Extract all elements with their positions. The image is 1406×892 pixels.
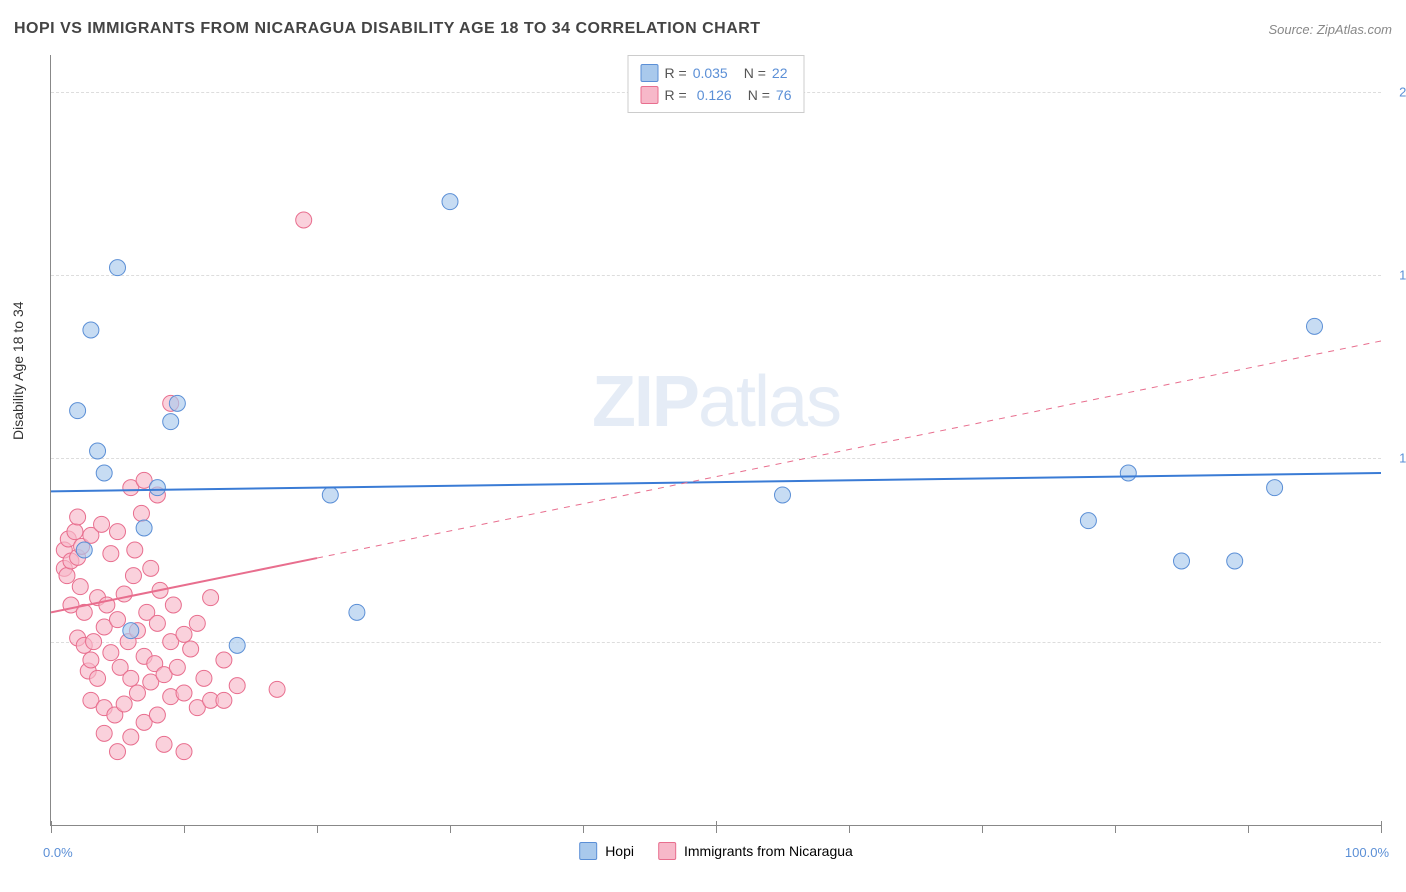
n-value-hopi: 22	[772, 62, 788, 84]
scatter-point	[59, 568, 75, 584]
scatter-point	[123, 670, 139, 686]
scatter-point	[125, 568, 141, 584]
chart-header: HOPI VS IMMIGRANTS FROM NICARAGUA DISABI…	[14, 20, 1392, 38]
legend-item-hopi: Hopi	[579, 842, 634, 860]
scatter-point	[1080, 513, 1096, 529]
scatter-point	[349, 604, 365, 620]
scatter-point	[133, 505, 149, 521]
r-value-nicaragua: 0.126	[697, 84, 732, 106]
legend-row-nicaragua: R = 0.126 N = 76	[641, 84, 792, 106]
scatter-point	[189, 615, 205, 631]
regression-line	[51, 558, 317, 612]
scatter-point	[72, 579, 88, 595]
scatter-point	[1120, 465, 1136, 481]
scatter-point	[176, 744, 192, 760]
scatter-point	[1307, 318, 1323, 334]
scatter-point	[163, 414, 179, 430]
scatter-point	[103, 546, 119, 562]
y-tick-label: 20.0%	[1399, 84, 1406, 99]
regression-line	[51, 473, 1381, 491]
swatch-nicaragua-bottom	[658, 842, 676, 860]
scatter-point	[123, 623, 139, 639]
scatter-point	[76, 542, 92, 558]
scatter-point	[149, 707, 165, 723]
scatter-point	[127, 542, 143, 558]
scatter-point	[149, 480, 165, 496]
scatter-point	[129, 685, 145, 701]
scatter-point	[229, 637, 245, 653]
scatter-point	[296, 212, 312, 228]
scatter-point	[775, 487, 791, 503]
legend-row-hopi: R = 0.035 N = 22	[641, 62, 792, 84]
y-tick-label: 15.0%	[1399, 268, 1406, 283]
x-axis-max-label: 100.0%	[1345, 845, 1389, 860]
swatch-nicaragua	[641, 86, 659, 104]
scatter-point	[123, 729, 139, 745]
scatter-plot	[51, 55, 1381, 825]
scatter-point	[110, 612, 126, 628]
regression-extrapolation	[317, 341, 1381, 558]
scatter-point	[203, 590, 219, 606]
scatter-point	[269, 681, 285, 697]
y-tick-label: 10.0%	[1399, 451, 1406, 466]
scatter-point	[165, 597, 181, 613]
scatter-point	[143, 560, 159, 576]
scatter-point	[1267, 480, 1283, 496]
scatter-point	[149, 615, 165, 631]
y-axis-label: Disability Age 18 to 34	[10, 301, 26, 440]
scatter-point	[110, 744, 126, 760]
scatter-point	[83, 652, 99, 668]
scatter-point	[176, 685, 192, 701]
legend-item-nicaragua: Immigrants from Nicaragua	[658, 842, 853, 860]
correlation-legend: R = 0.035 N = 22 R = 0.126 N = 76	[628, 55, 805, 113]
scatter-point	[176, 626, 192, 642]
chart-plot-area: ZIPatlas 5.0%10.0%15.0%20.0% R = 0.035 N…	[50, 55, 1381, 826]
scatter-point	[86, 634, 102, 650]
scatter-point	[96, 725, 112, 741]
scatter-point	[196, 670, 212, 686]
scatter-point	[229, 678, 245, 694]
swatch-hopi	[641, 64, 659, 82]
scatter-point	[96, 465, 112, 481]
scatter-point	[442, 194, 458, 210]
scatter-point	[70, 403, 86, 419]
chart-title: HOPI VS IMMIGRANTS FROM NICARAGUA DISABI…	[14, 20, 761, 38]
source-attribution: Source: ZipAtlas.com	[1268, 22, 1392, 37]
legend-label-hopi: Hopi	[605, 843, 634, 859]
x-axis-min-label: 0.0%	[43, 845, 73, 860]
scatter-point	[1227, 553, 1243, 569]
scatter-point	[169, 659, 185, 675]
scatter-point	[94, 516, 110, 532]
scatter-point	[110, 260, 126, 276]
legend-label-nicaragua: Immigrants from Nicaragua	[684, 843, 853, 859]
scatter-point	[169, 395, 185, 411]
swatch-hopi-bottom	[579, 842, 597, 860]
scatter-point	[83, 322, 99, 338]
scatter-point	[136, 520, 152, 536]
scatter-point	[156, 736, 172, 752]
scatter-point	[67, 524, 83, 540]
scatter-point	[110, 524, 126, 540]
scatter-point	[216, 692, 232, 708]
scatter-point	[90, 670, 106, 686]
n-value-nicaragua: 76	[776, 84, 792, 106]
scatter-point	[116, 586, 132, 602]
r-value-hopi: 0.035	[693, 62, 728, 84]
scatter-point	[322, 487, 338, 503]
scatter-point	[90, 443, 106, 459]
series-legend: Hopi Immigrants from Nicaragua	[579, 842, 853, 860]
scatter-point	[1174, 553, 1190, 569]
scatter-point	[70, 509, 86, 525]
scatter-point	[103, 645, 119, 661]
scatter-point	[183, 641, 199, 657]
scatter-point	[116, 696, 132, 712]
scatter-point	[216, 652, 232, 668]
